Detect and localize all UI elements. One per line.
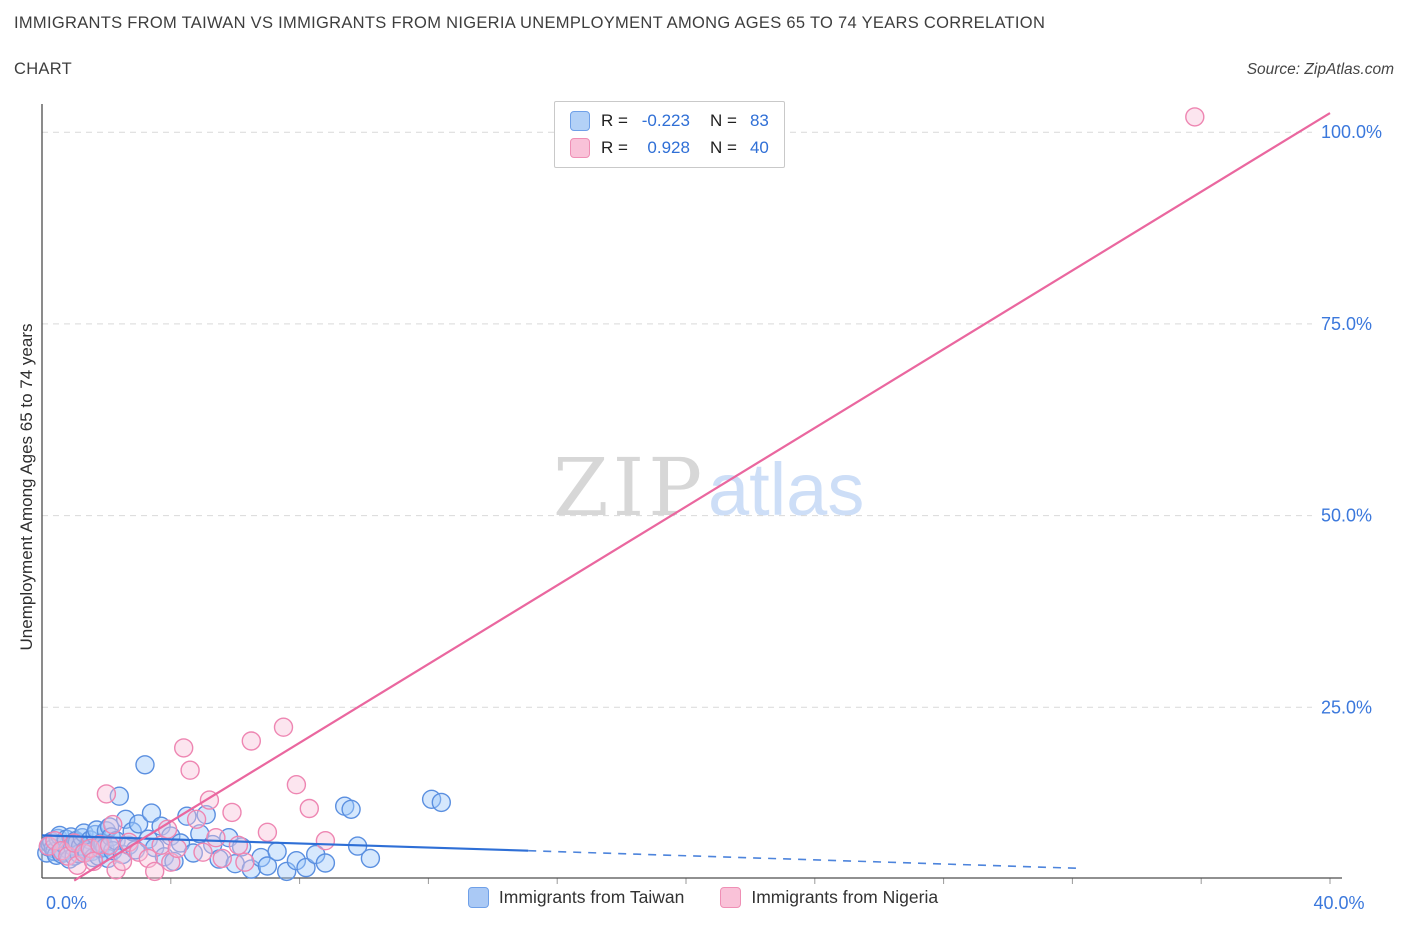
scatter-point-nigeria [1185,107,1205,127]
scatter-point-nigeria [96,784,117,804]
n-value-taiwan: 83 [749,111,769,130]
taiwan-trend-dashed [528,849,1079,870]
scatter-point-taiwan [277,861,297,882]
correlation-stats-box: R = -0.223 N = 83 R = 0.928 N = 40 [554,101,785,168]
taiwan-trend-solid [41,834,529,852]
scatter-point-nigeria [173,738,194,758]
legend-label-nigeria: Immigrants from Nigeria [751,887,939,907]
legend-item-nigeria[interactable]: Immigrants from Nigeria [720,887,938,908]
r-value-taiwan: -0.223 [641,111,690,130]
watermark-atlas: atlas [708,448,865,531]
page-title-line-2: CHART [14,60,73,78]
scatter-point-nigeria [167,838,187,859]
scatter-point-nigeria [206,828,226,848]
scatter-point-nigeria [212,848,233,869]
scatter-point-nigeria [299,798,319,819]
scatter-point-taiwan [315,853,336,873]
scatter-point-taiwan [257,856,278,876]
scatter-point-nigeria [193,842,213,862]
scatter-point-nigeria [241,731,262,751]
scatter-point-nigeria [112,851,133,872]
stats-row-nigeria: R = 0.928 N = 40 [570,138,769,158]
scatter-point-nigeria [273,717,294,737]
legend-swatch-taiwan [467,887,489,908]
scatter-point-nigeria [144,861,165,882]
scatter-point-nigeria [103,814,123,835]
scatter-point-nigeria [99,835,120,855]
scatter-point-nigeria [286,775,307,795]
scatter-point-taiwan [431,792,451,813]
x-tick-label-min: 0.0% [46,893,87,913]
stats-row-taiwan: R = -0.223 N = 83 [570,111,769,131]
r-value-nigeria: 0.928 [647,138,690,157]
scatter-point-taiwan [122,821,142,842]
scatter-point-taiwan [196,805,216,825]
y-tick-label-50: 50.0% [1321,506,1372,526]
source-attribution-link[interactable]: Source: ZipAtlas.com [1246,61,1394,78]
y-tick-label-25: 25.0% [1321,697,1372,717]
n-label: N = [709,111,737,130]
zipatlas-watermark: ZIP atlas [553,441,864,534]
r-label: R = [601,138,628,157]
y-tick-label-100: 100.0% [1321,122,1382,142]
scatter-point-nigeria [315,831,336,851]
nigeria-series-swatch [570,138,590,158]
scatter-point-nigeria [257,822,278,842]
watermark-zip: ZIP [553,441,707,534]
x-tick-label-max: 40.0% [1313,893,1364,913]
n-label: N = [709,138,737,157]
scatter-point-nigeria [222,802,242,823]
n-value-nigeria: 40 [749,138,769,157]
scatter-point-nigeria [228,835,249,855]
chart-legend: Immigrants from Taiwan Immigrants from N… [0,887,1406,908]
scatter-point-taiwan [135,755,155,775]
legend-item-taiwan[interactable]: Immigrants from Taiwan [467,887,685,908]
scatter-point-nigeria [128,842,149,862]
legend-swatch-nigeria [720,887,742,908]
taiwan-series-swatch [570,111,590,131]
scatter-point-nigeria [235,852,255,872]
scatter-point-taiwan [296,857,316,878]
scatter-point-taiwan [190,824,210,844]
nigeria-trend-solid [73,112,1331,882]
r-label: R = [601,111,628,130]
page-title-line-1: IMMIGRANTS FROM TAIWAN VS IMMIGRANTS FRO… [14,14,1046,32]
scatter-point-nigeria [186,809,207,829]
scatter-point-nigeria [180,760,200,780]
scatter-point-taiwan [286,851,307,871]
scatter-point-nigeria [67,855,88,875]
legend-label-taiwan: Immigrants from Taiwan [498,887,685,907]
scatter-point-taiwan [141,803,162,823]
scatter-point-taiwan [341,799,361,819]
scatter-point-taiwan [360,848,381,869]
scatter-point-taiwan [267,841,287,862]
y-tick-label-75: 75.0% [1321,314,1372,334]
scatter-point-taiwan [128,814,149,834]
